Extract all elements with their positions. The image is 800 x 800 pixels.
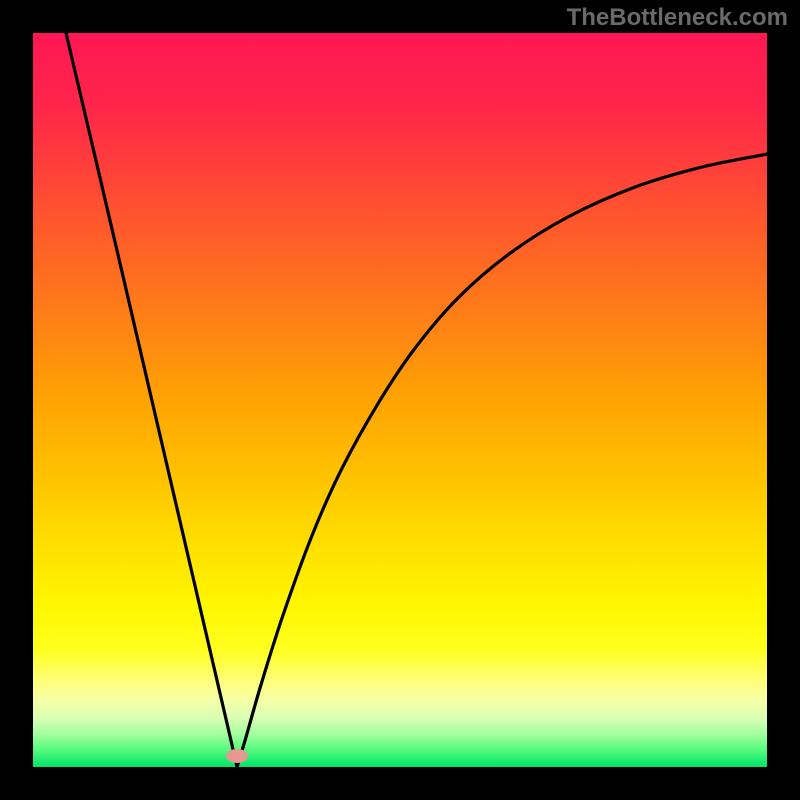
- minimum-marker: [226, 749, 248, 763]
- plot-area: [33, 33, 767, 767]
- watermark-text: TheBottleneck.com: [567, 4, 788, 32]
- gradient-background: [33, 33, 767, 767]
- figure-container: TheBottleneck.com: [0, 0, 800, 800]
- plot-svg: [33, 33, 767, 767]
